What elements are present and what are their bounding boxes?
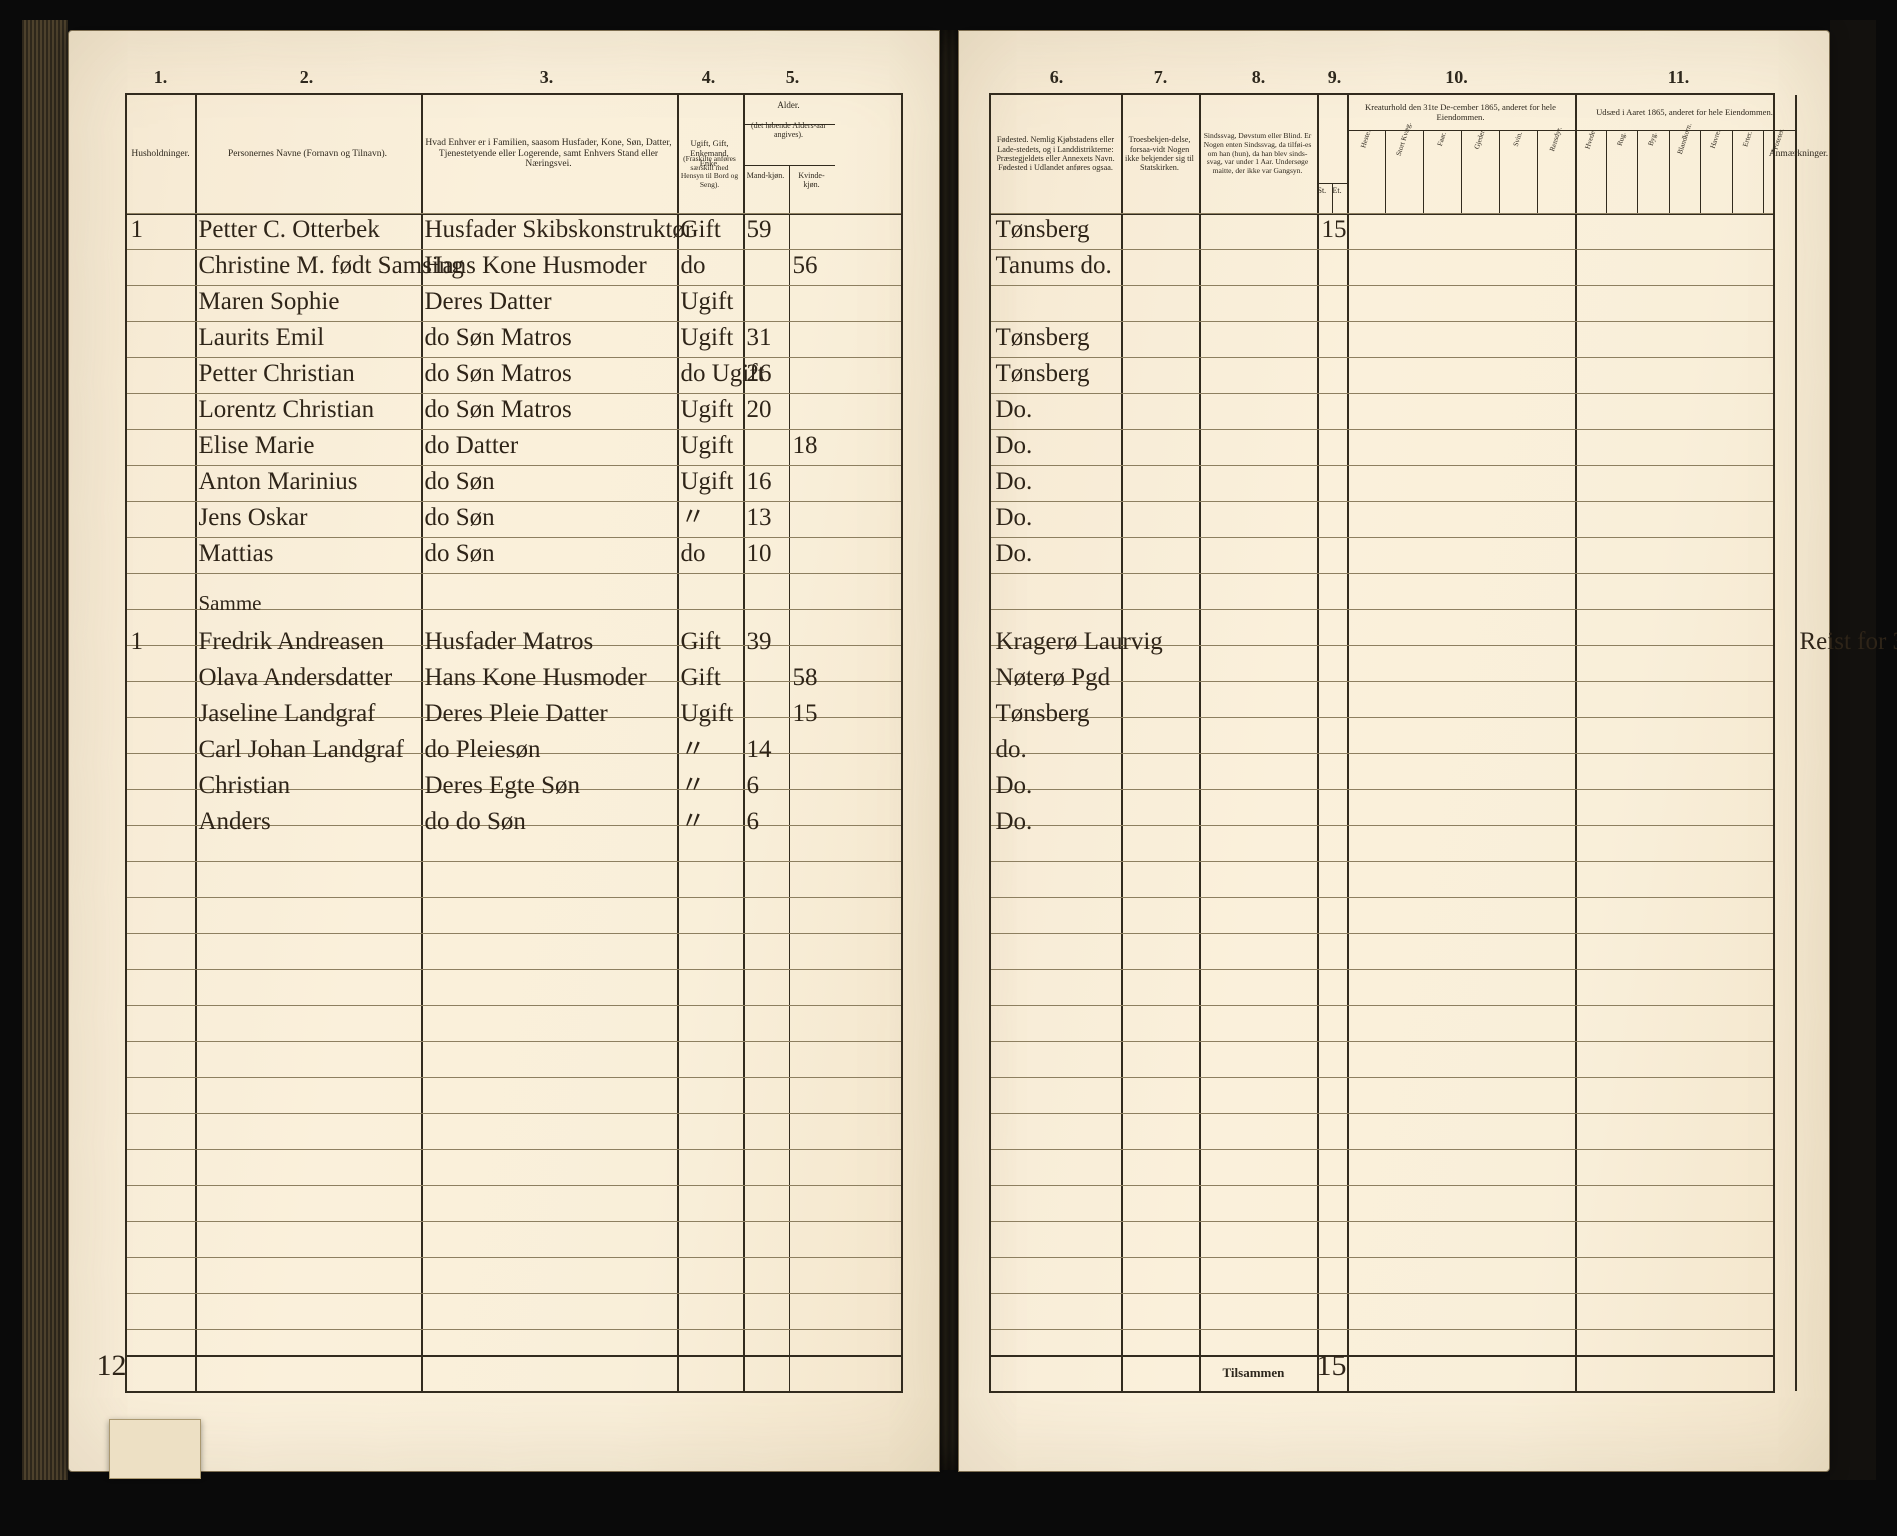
table-row: Do. — [991, 431, 1773, 467]
frame-right: 6. 7. 8. 9. 10. 11. Fødested. Nemlig Kjø… — [989, 93, 1775, 1393]
footer-left-mark: 12 — [97, 1351, 127, 1381]
colnum-7: 7. — [1141, 67, 1181, 88]
ledger-page-left: 1. 2. 3. 4. 5. Husholdninger. Personerne… — [68, 30, 940, 1472]
table-row: 1Petter C. OtterbekHusfader Skibskonstru… — [127, 215, 901, 251]
table-row: Do. — [991, 467, 1773, 503]
ledger-page-right: 6. 7. 8. 9. 10. 11. Fødested. Nemlig Kjø… — [958, 30, 1830, 1472]
colnum-5: 5. — [773, 67, 813, 88]
frame-left: 1. 2. 3. 4. 5. Husholdninger. Personerne… — [125, 93, 903, 1393]
table-row: Do. — [991, 395, 1773, 431]
tilfammen-label: Tilsammen — [1223, 1365, 1285, 1381]
index-tab — [109, 1419, 201, 1479]
footer-left: 12 — [127, 1355, 901, 1391]
table-row: Maren SophieDeres DatterUgift — [127, 287, 901, 323]
table-row: Tønsberg15 — [991, 215, 1773, 251]
table-row: 1Fredrik AndreasenHusfader MatrosGift39 — [127, 627, 901, 663]
colnum-3: 3. — [527, 67, 567, 88]
header-left: Husholdninger. Personernes Navne (Fornav… — [127, 95, 901, 215]
ledger-book: 1. 2. 3. 4. 5. Husholdninger. Personerne… — [0, 0, 1897, 1536]
table-row: Tønsberg — [991, 699, 1773, 735]
hdr-5b: Kvinde-kjøn. — [791, 171, 833, 189]
table-row: Carl Johan Landgrafdo Pleiesøn〃14 — [127, 735, 901, 771]
colnum-2: 2. — [287, 67, 327, 88]
table-row: Tønsberg — [991, 323, 1773, 359]
hdr-10: Kreaturhold den 31te De-cember 1865, and… — [1347, 95, 1575, 131]
rows-left: 1Petter C. OtterbekHusfader Skibskonstru… — [127, 213, 901, 1357]
hdr-1: Husholdninger. — [127, 101, 195, 207]
book-edge-right — [1830, 20, 1876, 1480]
table-row: Do. — [991, 807, 1773, 843]
header-right: Fødested. Nemlig Kjøbstadens eller Lade-… — [991, 95, 1773, 215]
table-row: Nøterø Pgd — [991, 663, 1773, 699]
hdr-9-a: St. — [1318, 186, 1327, 195]
table-row: Andersdo do Søn〃6 — [127, 807, 901, 843]
colnum-4: 4. — [689, 67, 729, 88]
vline-r-11 — [1795, 95, 1797, 1391]
book-edge-left — [22, 20, 68, 1480]
hdr-5a: Mand-kjøn. — [745, 171, 787, 180]
table-row: Anton Mariniusdo SønUgift16 — [127, 467, 901, 503]
hdr-5-sub: (det løbende Alders-aar angives). — [743, 119, 835, 165]
table-row: Jens Oskardo Søn〃13 — [127, 503, 901, 539]
table-row: ChristianDeres Egte Søn〃6 — [127, 771, 901, 807]
colnum-6: 6. — [1037, 67, 1077, 88]
table-row: Elise Mariedo DatterUgift18 — [127, 431, 901, 467]
table-row: Christine M. født SamsingHans Kone Husmo… — [127, 251, 901, 287]
table-row: Petter Christiando Søn Matrosdo Ugift26 — [127, 359, 901, 395]
hdr-7: Troesbekjen-delse, forsaa-vidt Nogen ikk… — [1121, 101, 1199, 207]
hdr-3: Hvad Enhver er i Familien, saasom Husfad… — [421, 101, 677, 207]
hdr-9-ticks: St. Et. — [1317, 183, 1347, 214]
footer-c9: 15 — [1317, 1351, 1347, 1381]
hdr-2: Personernes Navne (Fornavn og Tilnavn). — [195, 101, 421, 207]
table-row: Kragerø LaurvigReist for 3 Aar siden — [991, 627, 1773, 663]
table-row: Do. — [991, 503, 1773, 539]
table-row: Do. — [991, 771, 1773, 807]
table-row: Olava AndersdatterHans Kone HusmoderGift… — [127, 663, 901, 699]
book-gutter — [940, 30, 958, 1470]
table-row — [991, 591, 1773, 627]
colnum-8: 8. — [1239, 67, 1279, 88]
table-row: Laurits Emildo Søn MatrosUgift31 — [127, 323, 901, 359]
hdr-12: Anmærkninger. — [1795, 101, 1803, 207]
colnum-11: 11. — [1659, 67, 1699, 88]
table-row: Lorentz Christiando Søn MatrosUgift20 — [127, 395, 901, 431]
colnum-1: 1. — [141, 67, 181, 88]
rows-right: Tønsberg15Tanums do.TønsbergTønsbergDo.D… — [991, 213, 1773, 1357]
table-row: Tanums do. — [991, 251, 1773, 287]
table-row — [991, 287, 1773, 323]
table-row: do. — [991, 735, 1773, 771]
hdr-4-sub: (Fraskilte anføres særskilt med Hensyn t… — [677, 155, 743, 207]
footer-right: Tilsammen 15 — [991, 1355, 1773, 1391]
table-row: Samme — [127, 591, 901, 627]
hdr-6: Fødested. Nemlig Kjøbstadens eller Lade-… — [991, 101, 1121, 207]
colnum-9: 9. — [1315, 67, 1355, 88]
hdr-8: Sindssvag, Døvstum eller Blind. Er Nogen… — [1199, 101, 1317, 207]
table-row: Tønsberg — [991, 359, 1773, 395]
table-row: Jaseline LandgrafDeres Pleie DatterUgift… — [127, 699, 901, 735]
table-row: Do. — [991, 539, 1773, 575]
hdr-9-b: Et. — [1333, 186, 1342, 195]
table-row: Mattiasdo Søndo10 — [127, 539, 901, 575]
colnum-10: 10. — [1437, 67, 1477, 88]
